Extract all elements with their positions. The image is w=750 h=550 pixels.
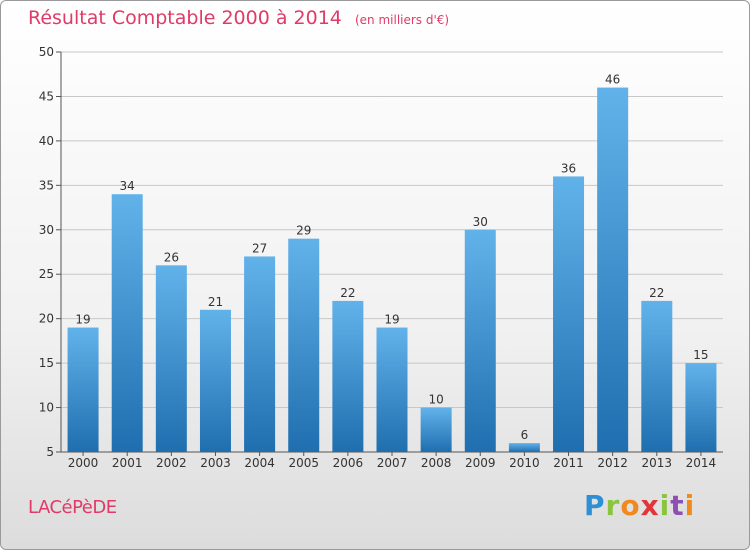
x-tick-label: 2007	[377, 456, 408, 470]
bar	[641, 300, 673, 452]
x-tick-label: 2001	[112, 456, 143, 470]
y-tick-label: 45	[39, 89, 54, 103]
data-label: 19	[384, 313, 399, 327]
y-tick-label: 25	[39, 267, 54, 281]
x-tick-label: 2010	[509, 456, 540, 470]
x-tick-label: 2009	[465, 456, 496, 470]
data-label: 21	[208, 295, 223, 309]
data-label: 19	[75, 313, 90, 327]
bar	[199, 309, 231, 452]
data-label: 6	[521, 428, 529, 442]
logo-letter: i	[684, 489, 696, 522]
bar	[508, 443, 540, 452]
bar	[420, 407, 452, 452]
y-tick-label: 35	[39, 178, 54, 192]
data-label: 36	[561, 161, 576, 175]
bar	[376, 327, 408, 452]
x-tick-label: 2011	[553, 456, 584, 470]
chart-subtitle: (en milliers d'€)	[354, 13, 450, 27]
x-tick-label: 2013	[642, 456, 673, 470]
x-tick-label: 2004	[244, 456, 275, 470]
data-label: 34	[120, 179, 135, 193]
bar	[332, 300, 364, 452]
y-tick-label: 30	[39, 223, 54, 237]
bar	[111, 194, 143, 452]
proxiti-logo: Proxiti	[584, 489, 695, 522]
x-tick-label: 2012	[597, 456, 628, 470]
chart-title-block: Résultat Comptable 2000 à 2014 (en milli…	[28, 7, 449, 29]
logo-letter: o	[620, 489, 641, 522]
x-tick-label: 2000	[68, 456, 99, 470]
data-label: 27	[252, 241, 267, 255]
x-tick-label: 2003	[200, 456, 231, 470]
bar	[553, 176, 585, 452]
data-label: 22	[340, 286, 355, 300]
x-tick-label: 2002	[156, 456, 187, 470]
bar	[288, 238, 320, 452]
y-tick-label: 15	[39, 356, 54, 370]
x-tick-label: 2014	[686, 456, 717, 470]
bar	[685, 363, 717, 452]
city-name: LACéPèDE	[28, 497, 117, 518]
y-tick-label: 20	[39, 312, 54, 326]
bar	[67, 327, 99, 452]
y-tick-label: 5	[46, 445, 54, 459]
logo-letter: P	[584, 489, 606, 522]
y-tick-label: 40	[39, 134, 54, 148]
data-label: 10	[428, 393, 443, 407]
x-tick-label: 2006	[333, 456, 364, 470]
logo-letter: r	[605, 489, 621, 522]
data-label: 15	[693, 348, 708, 362]
logo-letter: x	[640, 489, 660, 522]
x-tick-label: 2005	[288, 456, 319, 470]
chart-title: Résultat Comptable 2000 à 2014	[28, 7, 342, 29]
bar	[155, 265, 187, 452]
data-label: 46	[605, 73, 620, 87]
y-tick-label: 10	[39, 401, 54, 415]
data-label: 29	[296, 224, 311, 238]
x-tick-label: 2008	[421, 456, 452, 470]
logo-letter: i	[659, 489, 671, 522]
data-label: 26	[164, 250, 179, 264]
y-tick-label: 50	[39, 45, 54, 59]
data-label: 30	[473, 215, 488, 229]
bar	[597, 87, 629, 453]
bar	[464, 229, 496, 452]
bars	[67, 87, 717, 453]
data-label: 22	[649, 286, 664, 300]
data-labels: 19 34 26 21 27 29 22 19 10 30 6 36 46 22 15	[75, 73, 708, 443]
logo-letter: t	[670, 489, 685, 522]
bar	[244, 256, 276, 452]
